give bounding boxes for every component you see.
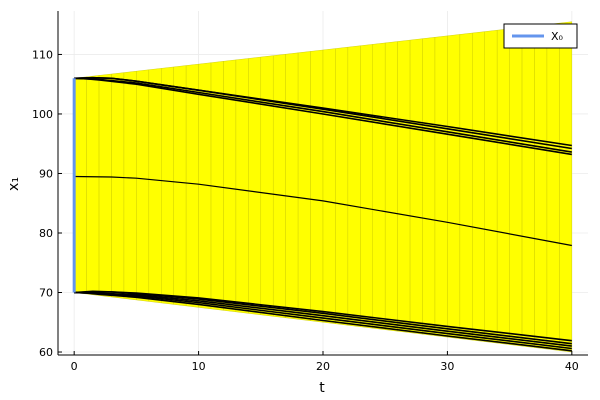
reach-segment [310, 49, 324, 323]
reach-segment [347, 45, 361, 327]
trajectory-line [74, 175, 572, 247]
x-tick-label: 20 [316, 360, 330, 373]
reach-segment [73, 76, 87, 295]
reach-segment [98, 73, 112, 298]
reach-segment [397, 39, 411, 333]
reach-segment [111, 72, 125, 299]
reach-segment [297, 51, 311, 322]
x-tick-label: 0 [71, 360, 78, 373]
reach-segment [123, 70, 137, 301]
reach-segment [148, 68, 162, 304]
reach-segment [434, 35, 448, 338]
x-axis-label: t [319, 380, 325, 396]
reach-segment [260, 55, 274, 317]
reach-segment [372, 42, 386, 330]
y-tick-label: 60 [39, 346, 53, 359]
reach-segment [472, 31, 485, 342]
x-tick-label: 10 [192, 360, 206, 373]
reach-segment [509, 27, 523, 347]
reach-segment [285, 52, 299, 320]
reach-segment [136, 69, 150, 302]
reach-segment [546, 22, 560, 351]
y-axis-label: x₁ [6, 177, 22, 191]
y-tick-label: 80 [39, 227, 53, 240]
trajectory-line [74, 76, 572, 150]
ticks: 0 10 20 30 40 60 70 80 90 100 110 [32, 48, 579, 373]
reach-segment [559, 21, 573, 353]
reach-segment [447, 34, 461, 339]
legend: X₀ [503, 23, 578, 49]
reach-segment [409, 38, 423, 335]
y-tick-label: 70 [39, 287, 53, 300]
trajectories [74, 76, 572, 352]
reach-segment [185, 63, 199, 308]
reach-segment [521, 25, 535, 348]
reach-segment [360, 44, 373, 329]
reach-segment [422, 37, 436, 336]
reach-segment [534, 24, 548, 350]
reach-segment [335, 46, 349, 326]
reach-band [73, 21, 573, 353]
reach-segment [385, 41, 398, 332]
reach-segment [248, 56, 261, 316]
reach-segment [484, 29, 498, 344]
y-tick-label: 90 [39, 167, 53, 180]
trajectory-line [74, 291, 572, 345]
reach-segment [273, 53, 286, 319]
reach-segment [496, 28, 510, 345]
y-tick-label: 110 [32, 48, 53, 61]
reach-segment [322, 48, 336, 324]
legend-label-x0: X₀ [551, 30, 564, 43]
reach-segment [161, 66, 174, 305]
x-tick-label: 30 [440, 360, 454, 373]
reach-segment [173, 65, 187, 307]
trajectory-line [74, 77, 572, 156]
y-tick-label: 100 [32, 108, 53, 121]
reach-segment [86, 75, 100, 296]
x-tick-label: 40 [565, 360, 579, 373]
reach-segment [459, 32, 473, 341]
trajectory-line [74, 291, 572, 352]
